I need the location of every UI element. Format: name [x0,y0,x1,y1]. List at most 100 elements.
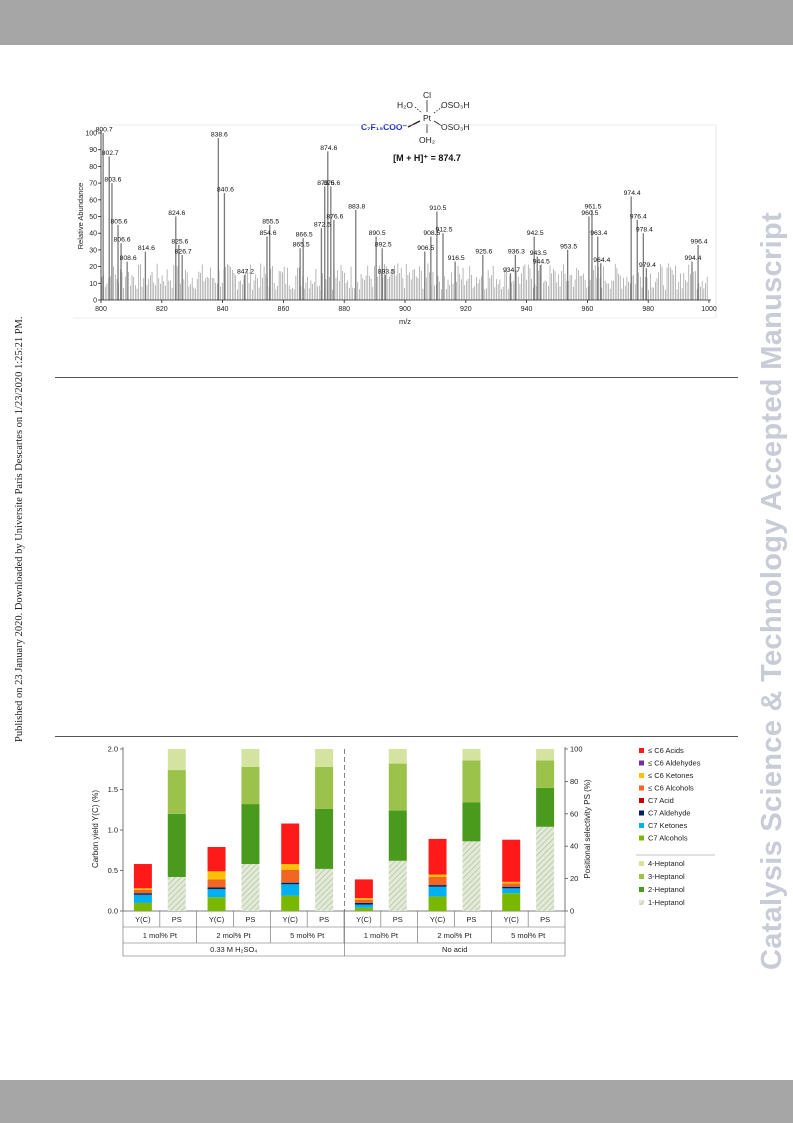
ms-peak-label: 814.6 [138,245,155,252]
ms-peak-label: 908.5 [423,230,440,237]
ms-peak-label: 866.5 [296,232,313,239]
yield-bar-segment [133,889,152,894]
yield-bar-segment [502,881,521,884]
selectivity-bar-label: PS [172,915,182,924]
yield-axis-title: Carbon yield Y(C) (%) [91,790,100,868]
ms-y-tick-label: 20 [89,264,97,271]
ms-peak-label: 865.5 [293,242,310,249]
ms-y-tick-label: 60 [89,197,97,204]
selectivity-bar-segment [315,766,334,809]
structure-h2o-label: H₂O [397,100,413,110]
ms-y-tick-label: 50 [89,214,97,221]
ms-peak-label: 803.6 [104,177,121,184]
ms-y-tick-label: 90 [89,147,97,154]
ms-peak-label: 893.5 [378,268,395,275]
ms-y-axis-title: Relative Abundance [76,183,85,250]
ms-peak-label: 953.5 [560,243,577,250]
yield-tick-label: 0.5 [108,866,118,875]
ms-peak-label: 976.4 [630,213,647,220]
ms-peak-label: 825.6 [171,238,188,245]
yield-bar-segment [428,896,447,911]
yield-selectivity-figure: Carbon yield Y(C) (%) Positional selecti… [91,745,715,957]
header-band [0,0,793,45]
selectivity-bar-segment [167,749,186,771]
footer-band [0,1080,793,1123]
yield-bar-segment [133,902,152,911]
selectivity-bar-segment [462,749,481,761]
selectivity-bar-segment [536,749,555,761]
yield-bar-segment [133,894,152,903]
legend-swatch [639,835,644,841]
ms-peak-label: 873.6 [317,180,334,187]
yield-bar-segment [428,874,447,877]
pt-complex-structure: Cl H₂O OSO₃H Pt C₇F₁₅COO⁻ OSO₃H OH₂ [361,90,470,145]
ms-peak-label: 805.6 [111,218,128,225]
yield-bar-segment [207,879,226,888]
yield-bar-label: Y(C) [135,915,151,924]
selectivity-bar-segment [536,760,555,788]
yield-bar-segment [281,895,300,911]
ms-y-tick-label: 70 [89,181,97,188]
ms-y-tick-label: 80 [89,164,97,171]
selectivity-tick-label: 100 [570,745,583,754]
ms-x-tick-label: 800 [95,306,107,313]
selectivity-bar-segment [388,763,407,811]
selectivity-bar-segment [315,868,334,911]
ms-x-axis-title: m/z [399,317,411,326]
selectivity-bar-segment [167,770,186,814]
selectivity-tick-label: 20 [570,874,578,883]
structure-cl-label: Cl [423,90,431,100]
loading-label: 1 mol% Pt [364,931,399,940]
legend-swatch [639,773,644,778]
ms-y-tick-label: 100 [85,131,97,138]
ms-peak-label: 875.6 [323,180,340,187]
yield-bar-segment [281,869,300,883]
legend-swatch [639,861,644,866]
ms-x-tick-label: 920 [460,306,472,313]
yield-bar-segment [428,876,447,886]
ms-x-tick-label: 960 [582,306,594,313]
legend-swatch [639,785,644,791]
ms-peak-label: 964.4 [593,257,610,264]
yield-bar-segment [354,904,373,908]
legend-swatch [639,874,644,879]
ms-x-tick-label: 940 [521,306,533,313]
yield-bar-segment [354,902,373,905]
yield-bar-segment [502,893,521,911]
yield-bar-segment [281,882,300,885]
legend-swatch [639,798,644,803]
selectivity-bar-segment [241,766,260,805]
ms-peak-label: 890.5 [369,230,386,237]
condition-label: 0.33 M H₂SO₄ [210,945,257,954]
selectivity-bar-segment [388,860,407,911]
ms-peak-label: 925.6 [475,248,492,255]
ms-peak-label: 934.7 [503,267,520,274]
selectivity-bar-segment [462,841,481,911]
selectivity-tick-label: 60 [570,809,578,818]
ms-peak-label: 978.4 [636,227,653,234]
ms-peak-label: 994.4 [684,255,701,262]
selectivity-bar-segment [315,808,334,869]
ms-y-tick-label: 0 [93,298,97,305]
legend-label: 4-Heptanol [648,859,685,868]
yield-tick-label: 2.0 [108,745,118,754]
selectivity-tick-label: 0 [570,907,574,916]
ms-peak-label: 840.6 [217,187,234,194]
ms-peak-label: 802.7 [102,150,119,157]
yield-bar-segment [502,839,521,882]
selectivity-bar-segment [462,760,481,803]
ms-x-tick-label: 900 [399,306,411,313]
ms-peak-label: 808.6 [120,255,137,262]
selectivity-bar-label: PS [466,915,476,924]
ms-peak-label: 910.5 [429,205,446,212]
selectivity-bar-segment [388,749,407,764]
ms-peak-label: 872.5 [314,222,331,229]
loading-label: 5 mol% Pt [290,931,325,940]
figure-separator-line [55,377,738,378]
ms-x-tick-label: 860 [278,306,290,313]
ms-peak-label: 960.5 [581,210,598,217]
legend-label: C7 Alcohols [648,834,688,843]
yield-bar-label: Y(C) [356,915,372,924]
yield-bar-segment [281,823,300,865]
yield-bar-segment [207,887,226,890]
